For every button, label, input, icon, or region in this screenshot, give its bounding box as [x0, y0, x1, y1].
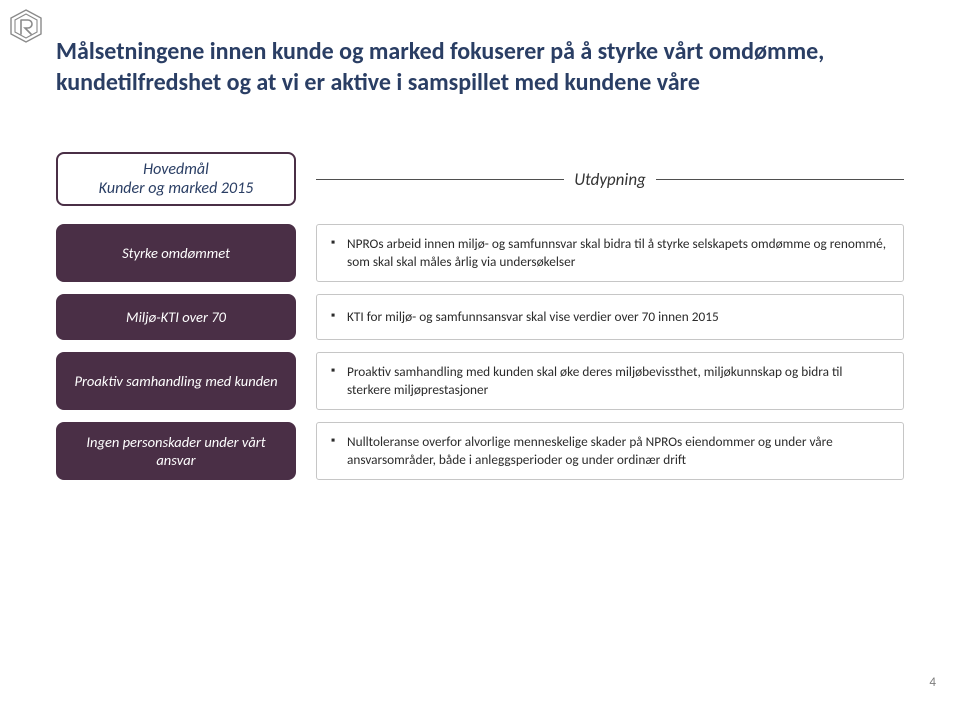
slide-page: Målsetningene innen kunde og marked foku…	[0, 0, 960, 704]
content-row: Ingen personskader under vårt ansvar Nul…	[56, 422, 904, 480]
utdypning-header: Utdypning	[316, 169, 904, 190]
header-row: Hovedmål Kunder og marked 2015 Utdypning	[56, 152, 904, 206]
content-row: Miljø-KTI over 70 KTI for miljø- og samf…	[56, 294, 904, 340]
header-pill-line2: Kunder og marked 2015	[99, 179, 254, 198]
goal-pill: Ingen personskader under vårt ansvar	[56, 422, 296, 480]
goal-pill-label: Styrke omdømmet	[122, 244, 230, 262]
goal-pill-label: Miljø-KTI over 70	[126, 308, 226, 326]
goal-pill: Proaktiv samhandling med kunden	[56, 352, 296, 410]
page-number: 4	[929, 675, 936, 690]
detail-box: KTI for miljø- og samfunnsansvar skal vi…	[316, 294, 904, 340]
detail-bullet: KTI for miljø- og samfunnsansvar skal vi…	[331, 308, 719, 326]
detail-box: Nulltoleranse overfor alvorlige menneske…	[316, 422, 904, 480]
company-logo-icon	[8, 8, 44, 44]
goal-pill-label: Ingen personskader under vårt ansvar	[68, 433, 284, 469]
content-row: Styrke omdømmet NPROs arbeid innen miljø…	[56, 224, 904, 282]
page-title: Målsetningene innen kunde og marked foku…	[56, 36, 876, 98]
divider-line	[316, 179, 564, 180]
goal-pill: Miljø-KTI over 70	[56, 294, 296, 340]
header-pill-line1: Hovedmål	[143, 160, 209, 179]
detail-box: Proaktiv samhandling med kunden skal øke…	[316, 352, 904, 410]
header-pill: Hovedmål Kunder og marked 2015	[56, 152, 296, 206]
detail-bullet: NPROs arbeid innen miljø- og samfunnsvar…	[331, 235, 889, 271]
goal-pill: Styrke omdømmet	[56, 224, 296, 282]
divider-line	[656, 179, 904, 180]
content-row: Proaktiv samhandling med kunden Proaktiv…	[56, 352, 904, 410]
detail-box: NPROs arbeid innen miljø- og samfunnsvar…	[316, 224, 904, 282]
goal-pill-label: Proaktiv samhandling med kunden	[74, 372, 277, 390]
detail-bullet: Proaktiv samhandling med kunden skal øke…	[331, 363, 889, 399]
detail-bullet: Nulltoleranse overfor alvorlige menneske…	[331, 433, 889, 469]
utdypning-label: Utdypning	[574, 169, 646, 190]
